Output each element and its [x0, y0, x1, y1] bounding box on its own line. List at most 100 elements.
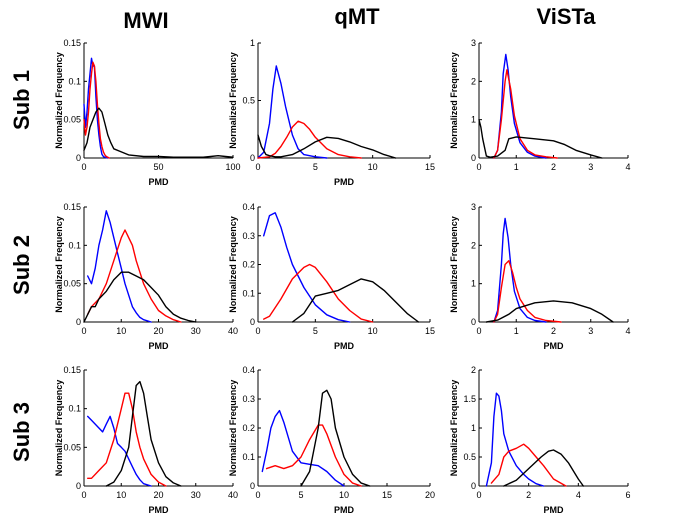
x-tick-label: 15 [382, 490, 392, 500]
x-tick-label: 0 [81, 326, 86, 336]
x-tick-label: 30 [191, 326, 201, 336]
y-tick-label: 0.05 [63, 115, 81, 125]
x-tick-label: 20 [153, 490, 163, 500]
series-line-blue [86, 415, 152, 487]
x-tick-label: 1 [514, 162, 519, 172]
series-line-blue [83, 57, 109, 159]
x-tick-label: 20 [153, 326, 163, 336]
y-tick-label: 0.1 [242, 452, 255, 462]
series-line-black [291, 278, 420, 323]
x-tick-label: 5 [313, 326, 318, 336]
y-axis-label: Normalized Frequency [54, 380, 64, 477]
x-tick-label: 3 [588, 326, 593, 336]
x-tick-label: 40 [228, 326, 238, 336]
x-tick-label: 1 [514, 326, 519, 336]
series-line-black [83, 271, 197, 323]
x-tick-label: 6 [625, 490, 630, 500]
y-tick-label: 0.5 [463, 452, 476, 462]
series-line-red [86, 392, 167, 487]
x-tick-label: 3 [588, 162, 593, 172]
y-axis-label: Normalized Frequency [449, 380, 459, 477]
x-tick-label: 30 [191, 490, 201, 500]
y-tick-label: 0.2 [242, 423, 255, 433]
x-tick-label: 10 [116, 490, 126, 500]
y-tick-label: 0.3 [242, 394, 255, 404]
y-tick-label: 0 [250, 481, 255, 491]
column-title-mwi: MWI [123, 8, 168, 33]
x-tick-label: 10 [339, 490, 349, 500]
series-line-red [86, 229, 182, 323]
y-tick-label: 1.5 [463, 394, 476, 404]
y-tick-label: 0.5 [242, 96, 255, 106]
x-tick-label: 100 [225, 162, 240, 172]
series-line-black [83, 107, 234, 158]
series-line-black [485, 300, 614, 323]
x-tick-label: 10 [116, 326, 126, 336]
x-tick-label: 15 [425, 162, 435, 172]
y-tick-label: 1 [471, 423, 476, 433]
x-tick-label: 0 [255, 326, 260, 336]
series-line-blue [261, 409, 345, 487]
series-line-blue [86, 210, 152, 323]
y-tick-label: 0 [76, 153, 81, 163]
series-line-blue [257, 65, 328, 159]
series-line-red [257, 120, 362, 159]
y-tick-label: 0.2 [242, 260, 255, 270]
x-axis-label: PMD [334, 341, 355, 351]
panel-r1-c3: 0 1 2 3 0 1 2 3 4 Normalized Frequency [449, 38, 631, 172]
x-tick-label: 2 [526, 490, 531, 500]
y-tick-label: 2 [471, 76, 476, 86]
y-tick-label: 0.05 [63, 442, 81, 452]
series-line-red [490, 443, 567, 487]
y-tick-label: 0.1 [68, 240, 81, 250]
series-line-blue [263, 212, 351, 323]
x-tick-label: 0 [81, 490, 86, 500]
y-tick-label: 3 [471, 38, 476, 48]
y-axis-label: Normalized Frequency [228, 52, 238, 149]
y-tick-label: 0 [471, 481, 476, 491]
y-tick-label: 0.4 [242, 365, 255, 375]
x-axis-label: PMD [544, 341, 565, 351]
y-tick-label: 3 [471, 202, 476, 212]
x-axis-label: PMD [334, 177, 355, 187]
series-line-black [478, 118, 603, 159]
x-tick-label: 0 [255, 490, 260, 500]
x-axis-label: PMD [544, 505, 565, 515]
column-title-qmt: qMT [334, 4, 380, 29]
panel-r2-c1: 0 0.05 0.1 0.15 0 10 20 30 40 Normalized Frequenc… [54, 202, 238, 351]
y-axis-label: Normalized Frequency [228, 216, 238, 313]
y-axis-label: Normalized Frequency [54, 216, 64, 313]
y-tick-label: 0.15 [63, 202, 81, 212]
y-tick-label: 0.15 [63, 38, 81, 48]
x-tick-label: 2 [551, 162, 556, 172]
y-tick-label: 0.1 [242, 288, 255, 298]
y-tick-label: 0 [250, 317, 255, 327]
x-tick-label: 5 [313, 162, 318, 172]
y-tick-label: 0.4 [242, 202, 255, 212]
y-tick-label: 2 [471, 240, 476, 250]
row-title-sub1: Sub 1 [9, 70, 34, 130]
x-tick-label: 4 [625, 162, 630, 172]
x-axis-label: PMD [149, 177, 170, 187]
y-axis-label: Normalized Frequency [228, 380, 238, 477]
x-tick-label: 2 [551, 326, 556, 336]
x-tick-label: 0 [81, 162, 86, 172]
y-tick-label: 0 [250, 153, 255, 163]
y-tick-label: 1 [471, 279, 476, 289]
y-tick-label: 0 [471, 153, 476, 163]
panel-r2-c3: 0 1 2 3 0 1 2 3 4 Normalized Frequency PMD [449, 202, 631, 351]
series-line-red [83, 61, 111, 159]
y-tick-label: 0.1 [68, 404, 81, 414]
y-tick-label: 0.05 [63, 279, 81, 289]
y-axis-label: Normalized Frequency [449, 52, 459, 149]
x-tick-label: 5 [298, 490, 303, 500]
y-tick-label: 2 [471, 365, 476, 375]
x-axis-label: PMD [149, 341, 170, 351]
series-line-black [503, 449, 584, 487]
y-tick-label: 0 [76, 481, 81, 491]
x-tick-label: 4 [576, 490, 581, 500]
x-tick-label: 4 [625, 326, 630, 336]
y-tick-label: 1 [250, 38, 255, 48]
